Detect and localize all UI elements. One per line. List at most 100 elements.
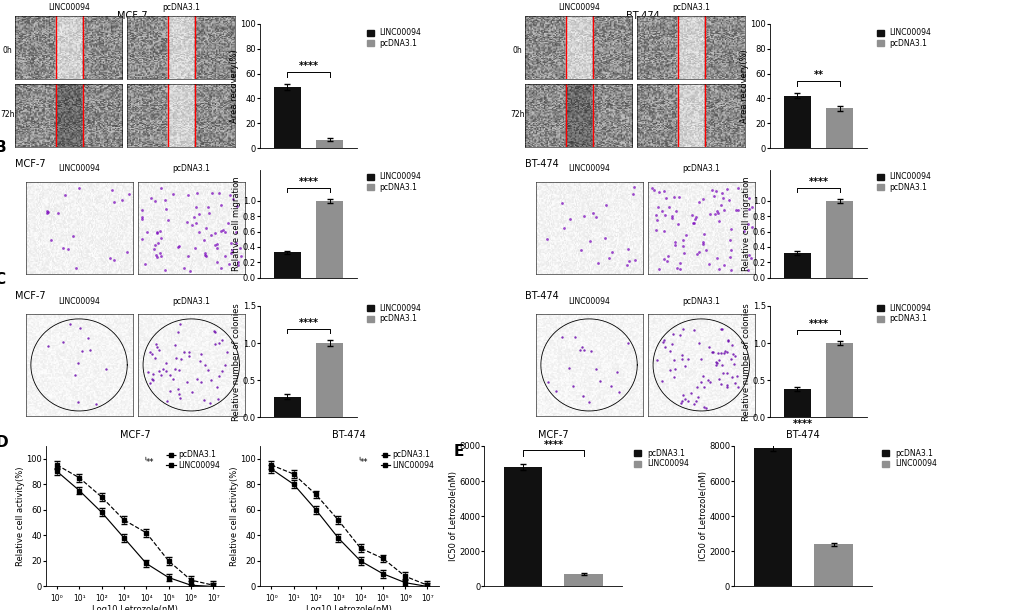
Point	[650, 264, 666, 274]
Title: BT-474: BT-474	[332, 429, 366, 440]
Point	[677, 361, 693, 371]
Point	[219, 218, 235, 228]
Point	[729, 382, 745, 392]
Point	[575, 390, 591, 400]
Y-axis label: Relative number of colonies: Relative number of colonies	[742, 303, 751, 420]
Text: 0h: 0h	[513, 46, 522, 55]
Point	[149, 252, 165, 262]
Point	[225, 195, 242, 204]
Text: BT-474: BT-474	[525, 159, 558, 169]
Text: E: E	[453, 443, 464, 459]
Point	[712, 325, 729, 334]
Point	[671, 331, 687, 340]
Point	[231, 243, 248, 253]
Point	[170, 365, 186, 375]
Point	[688, 396, 704, 406]
Point	[539, 378, 555, 387]
Text: BT-474: BT-474	[525, 292, 558, 301]
Point	[713, 188, 730, 198]
Point	[158, 357, 174, 367]
Point	[697, 403, 713, 413]
Point	[684, 218, 700, 228]
Point	[192, 356, 208, 366]
Point	[674, 354, 690, 364]
Point	[620, 256, 636, 266]
Point	[657, 193, 674, 203]
Point	[687, 212, 703, 222]
Point	[165, 189, 181, 199]
Point	[715, 205, 732, 215]
Point	[720, 235, 737, 245]
Point	[152, 248, 168, 258]
Point	[227, 228, 244, 237]
Point	[727, 379, 743, 389]
Point	[180, 251, 197, 261]
Point	[730, 183, 746, 193]
Point	[182, 266, 199, 276]
Point	[71, 323, 88, 333]
Point	[710, 264, 727, 274]
Point	[178, 217, 195, 227]
Point	[203, 375, 219, 384]
Point	[690, 338, 706, 348]
Text: **: **	[146, 458, 154, 467]
Point	[559, 364, 576, 373]
Point	[210, 394, 226, 404]
Point	[553, 198, 570, 208]
Bar	[783, 389, 810, 417]
Legend: LINC00094, pcDNA3.1: LINC00094, pcDNA3.1	[875, 171, 931, 193]
Point	[654, 337, 671, 347]
Point	[663, 211, 680, 221]
Text: ****: ****	[793, 419, 812, 429]
Point	[703, 348, 719, 357]
Point	[671, 259, 687, 268]
Legend: LINC00094, pcDNA3.1: LINC00094, pcDNA3.1	[366, 171, 422, 193]
Text: ****: ****	[299, 318, 318, 328]
Point	[675, 235, 691, 245]
Point	[217, 251, 233, 261]
Y-axis label: Relative cell migration: Relative cell migration	[232, 176, 242, 271]
Point	[217, 228, 233, 237]
Point	[148, 339, 164, 349]
Point	[673, 396, 689, 406]
X-axis label: Log10 Letrozole(nM): Log10 Letrozole(nM)	[92, 605, 178, 610]
Point	[695, 229, 711, 239]
Point	[197, 248, 213, 258]
Point	[180, 347, 197, 357]
Point	[683, 388, 699, 398]
Point	[649, 215, 665, 225]
Point	[203, 230, 219, 240]
Point	[743, 202, 759, 212]
Point	[725, 359, 741, 369]
Point	[740, 250, 756, 260]
Point	[213, 226, 229, 235]
Point	[686, 325, 702, 335]
Point	[619, 260, 635, 270]
Point	[69, 359, 86, 368]
Point	[229, 201, 246, 211]
Text: MCF-7: MCF-7	[15, 292, 46, 301]
Y-axis label: Relative cell migration: Relative cell migration	[742, 176, 751, 271]
Point	[175, 347, 192, 357]
Point	[172, 393, 189, 403]
Point	[221, 190, 237, 200]
Point	[713, 361, 730, 370]
Point	[626, 255, 642, 265]
Text: D: D	[0, 434, 8, 450]
Point	[170, 389, 186, 398]
Point	[671, 192, 687, 202]
Point	[693, 354, 709, 364]
Point	[148, 227, 164, 237]
Point	[206, 328, 222, 337]
Point	[40, 341, 56, 351]
Point	[190, 188, 206, 198]
Point	[728, 205, 744, 215]
Point	[587, 364, 603, 374]
Point	[680, 354, 696, 364]
Point	[155, 364, 171, 374]
Point	[718, 184, 735, 193]
Point	[706, 210, 722, 220]
Point	[186, 243, 203, 253]
Text: BT-474: BT-474	[625, 11, 659, 21]
Point	[200, 365, 216, 375]
